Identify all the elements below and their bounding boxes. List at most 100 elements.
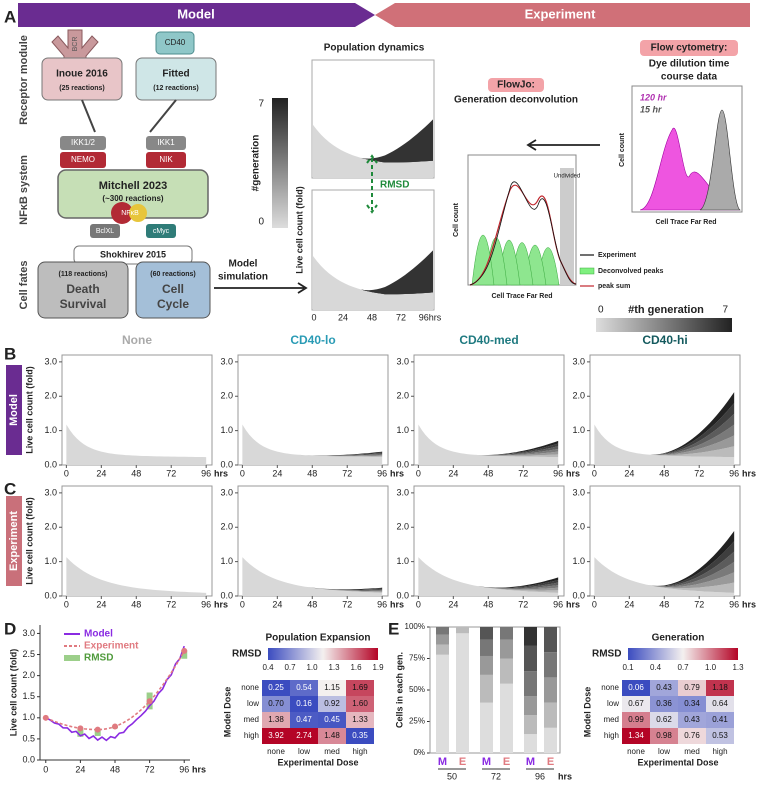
box [37,261,129,319]
x-tick-label: 24 [96,599,106,609]
stack-segment [480,702,493,753]
shape [470,584,559,593]
x-tick-label: 72 [145,764,155,774]
heatmap-cell [318,696,346,712]
x-tick-label: 48 [483,468,493,478]
col-label: high [352,747,367,756]
heatmap-cell [678,728,706,744]
legend-label: Experiment [84,641,139,652]
condition-title: None [122,333,152,347]
shape [45,650,185,731]
label: Population dynamics [324,43,425,54]
x-tick-label: 72 [166,468,176,478]
shape [470,440,559,456]
bar-label: M [482,756,491,768]
y-tick-label: 0.0 [22,754,35,764]
x-tick-label: 96 [553,468,563,478]
shape [470,451,559,456]
x-tick-label: 0 [43,764,48,774]
label: Model [229,259,258,270]
box [60,152,106,168]
heatmap-cell [262,680,290,696]
x-tick-label: 48 [307,599,317,609]
scale-tick: 0.7 [284,663,296,672]
y-tick-label: 1.0 [22,712,35,722]
y-tick-label: 0.0 [396,590,409,600]
y-axis-label: Model Dose [222,687,232,738]
label: (25 reactions) [59,85,105,92]
y-axis-label: Cells in each gen. [394,652,404,728]
shape [470,582,559,589]
shape [646,392,735,455]
x-tick-label: 72 [518,599,528,609]
banner-experiment: Experiment [525,6,596,21]
label: 72 [396,312,406,322]
heatmap-cell [678,680,706,696]
x-axis-label: Experimental Dose [637,757,718,767]
y-tick-label: 50% [409,685,425,694]
shape [470,584,559,591]
heatmap-cell [650,712,678,728]
heatmap-cell [262,696,290,712]
x-tick-label: 72 [694,468,704,478]
label: 0 [598,305,604,316]
stack-segment [436,634,449,645]
cell-value: 0.64 [712,699,728,708]
label: (~300 reactions) [102,194,163,203]
x-tick-label: 48 [659,599,669,609]
label: Fitted [162,69,189,80]
cell-value: 0.70 [268,699,284,708]
bar-label: E [503,756,510,768]
shape [294,454,383,457]
x-tick-label: 48 [307,468,317,478]
label: Shokhirev 2015 [100,249,166,259]
label: peak sum [598,283,630,290]
cell-value: 1.33 [352,715,368,724]
label: Cycle [157,297,189,311]
label: Live cell count (fold) [294,186,304,274]
shape [294,453,383,456]
stack-segment [524,715,537,735]
shape [470,577,559,588]
shape [294,584,383,593]
x-tick-label: 72 [342,599,352,609]
y-tick-label: 3.0 [572,356,585,366]
y-tick-label: 1.0 [396,425,409,435]
shape [242,424,383,465]
x-axis-label: Experimental Dose [277,757,358,767]
cell-value: 0.79 [684,683,700,692]
label: 7 [722,305,728,316]
experiment-point [181,647,188,654]
shape [366,154,378,214]
heatmap-cell [318,712,346,728]
bar-label: E [547,756,554,768]
y-tick-label: 0.0 [220,590,233,600]
undivided-band [560,168,574,285]
stack-segment [480,627,493,640]
nfkb-circle [129,204,147,222]
label: 96hrs [419,312,442,322]
label: 0 [258,217,264,228]
label: IKK1 [157,138,175,147]
generation-colorbar [272,98,288,228]
label: Cell fates [18,261,30,310]
x-tick-label: 72 [518,468,528,478]
x-tick-label: 24 [448,468,458,478]
x-tick-label: 48 [110,764,120,774]
scale-tick: 1.0 [705,663,717,672]
label: 24 [338,312,348,322]
x-tick-label: 24 [448,599,458,609]
cell-value: 1.34 [628,731,644,740]
y-tick-label: 1.0 [396,556,409,566]
stack-segment [524,671,537,697]
shape [646,530,735,587]
box [146,224,176,238]
y-tick-label: 0.0 [572,590,585,600]
unit-label: hrs [558,771,572,780]
scale-tick: 1.0 [306,663,318,672]
shape [361,250,433,295]
shape [646,435,735,456]
experiment-point [94,726,101,733]
x-tick-label: 24 [96,468,106,478]
label: 7 [258,99,264,110]
